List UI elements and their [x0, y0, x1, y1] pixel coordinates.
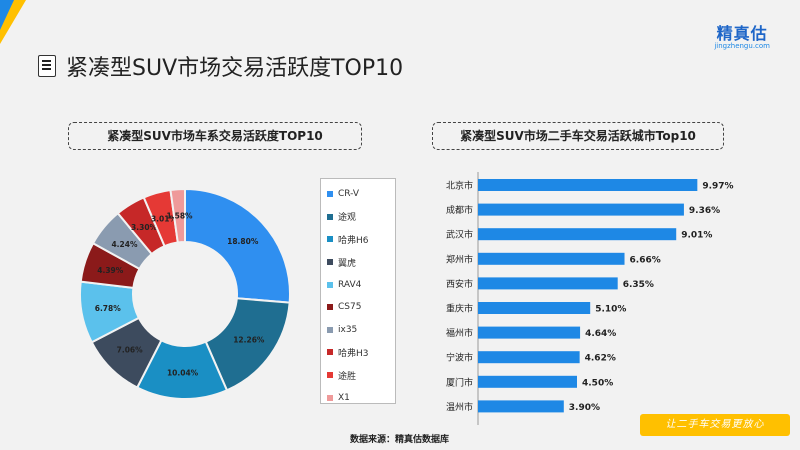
legend-label: 途胜 [338, 371, 357, 382]
donut-slice-label-8: 3.30% [131, 223, 158, 232]
donut-slice-label-6: 4.39% [97, 266, 124, 275]
bar-value-label-8: 4.62% [585, 354, 616, 364]
donut-slice-label-3: 10.04% [167, 368, 199, 377]
bar-category-label-6: 重庆市 [446, 303, 473, 315]
legend-item-10: X1 [327, 386, 389, 409]
legend-label: 哈弗H6 [338, 235, 369, 246]
bar-5 [478, 277, 618, 290]
bar-value-label-6: 5.10% [595, 305, 626, 315]
legend-swatch [327, 372, 333, 379]
legend-label: 途观 [338, 213, 357, 224]
legend-swatch [327, 191, 333, 198]
bar-category-label-1: 北京市 [446, 180, 473, 192]
legend-swatch [327, 259, 333, 266]
document-list-icon [38, 55, 58, 77]
legend-item-3: 哈弗H6 [327, 228, 389, 251]
bar-category-label-7: 福州市 [446, 327, 473, 339]
donut-slice-1 [184, 187, 291, 304]
bar-category-label-10: 温州市 [446, 401, 473, 413]
bar-10 [478, 400, 564, 413]
legend-label: ix35 [338, 324, 358, 335]
legend-label: CS75 [338, 302, 362, 313]
donut-slice-10 [169, 187, 186, 244]
city-bar-chart: 北京市 9.97% 成都市 9.36% 武汉市 9.01% 郑州市 6.66% 西安市 6.35%… [446, 172, 734, 425]
bar-chart-subtitle: 紧凑型SUV市场二手车交易活跃城市Top10 [432, 122, 724, 150]
bar-category-label-3: 武汉市 [446, 229, 473, 241]
legend-swatch [327, 281, 333, 288]
legend-item-1: CR-V [327, 183, 389, 206]
bar-category-label-8: 宁波市 [446, 352, 473, 364]
bar-6 [478, 302, 591, 314]
legend-label: 哈弗H3 [338, 348, 369, 359]
legend-item-6: CS75 [327, 296, 389, 319]
legend-label: X1 [338, 392, 350, 403]
legend-swatch [327, 326, 333, 333]
donut-slice-label-7: 4.24% [111, 240, 138, 249]
bar-value-label-5: 6.35% [623, 280, 654, 290]
bar-3 [478, 228, 677, 241]
corner-accent-blue [0, 0, 14, 30]
bar-8 [478, 351, 580, 364]
bar-category-label-2: 成都市 [446, 204, 473, 216]
legend-label: RAV4 [338, 279, 362, 290]
legend-item-2: 途观 [327, 206, 389, 229]
logo-text: 精真估 [716, 24, 768, 43]
donut-slice-label-2: 12.26% [233, 336, 265, 345]
bar-value-label-7: 4.64% [585, 329, 616, 339]
bar-value-label-3: 9.01% [681, 231, 712, 241]
brand-logo: 精真估 jingzhengu.com [714, 20, 770, 50]
bar-2 [478, 203, 684, 216]
donut-chart: 18.80% 12.26% 10.04% 7.06% 6.78% 4.39% 4.24% 3.… [79, 187, 291, 400]
page-title: 紧凑型SUV市场交易活跃度TOP10 [66, 56, 404, 81]
bar-category-label-4: 郑州市 [446, 253, 473, 265]
bar-value-label-10: 3.90% [569, 403, 600, 413]
bar-9 [478, 375, 577, 388]
legend-item-8: 哈弗H3 [327, 341, 389, 364]
legend-swatch [327, 213, 333, 220]
slogan-badge: 让二手车交易更放心 [640, 414, 790, 436]
logo-subtext: jingzhengu.com [714, 42, 770, 50]
donut-chart-subtitle: 紧凑型SUV市场车系交易活跃度TOP10 [68, 122, 362, 150]
bar-1 [478, 179, 698, 191]
bar-value-label-1: 9.97% [702, 182, 733, 192]
legend-item-4: 翼虎 [327, 251, 389, 274]
donut-legend: CR-V 途观哈弗H6 翼虎 RAV4 CS75 ix35 哈弗H3 途胜 X1 [320, 178, 396, 404]
bar-value-label-9: 4.50% [582, 378, 613, 388]
legend-item-9: 途胜 [327, 364, 389, 387]
legend-swatch [327, 394, 333, 401]
bar-value-label-4: 6.66% [630, 255, 661, 265]
donut-slice-label-1: 18.80% [227, 237, 259, 246]
legend-swatch [327, 236, 333, 243]
donut-slice-label-9: 3.01% [151, 214, 178, 223]
bar-value-label-2: 9.36% [689, 206, 720, 216]
legend-swatch [327, 349, 333, 356]
legend-label: CR-V [338, 189, 360, 200]
bar-4 [478, 252, 625, 265]
title-bar: 紧凑型SUV市场交易活跃度TOP10 [38, 50, 403, 82]
donut-slice-label-4: 7.06% [117, 346, 144, 355]
legend-item-7: ix35 [327, 319, 389, 342]
bar-category-label-5: 西安市 [446, 278, 473, 290]
legend-swatch [327, 304, 333, 311]
donut-slice-label-5: 6.78% [95, 304, 122, 313]
legend-item-5: RAV4 [327, 273, 389, 296]
bar-category-label-9: 厦门市 [446, 376, 473, 388]
data-source-note: 数据来源：精真估数据库 [350, 435, 450, 445]
donut-slice-label-10: 1.58% [167, 212, 194, 221]
legend-label: 翼虎 [338, 258, 357, 269]
bar-7 [478, 326, 581, 339]
